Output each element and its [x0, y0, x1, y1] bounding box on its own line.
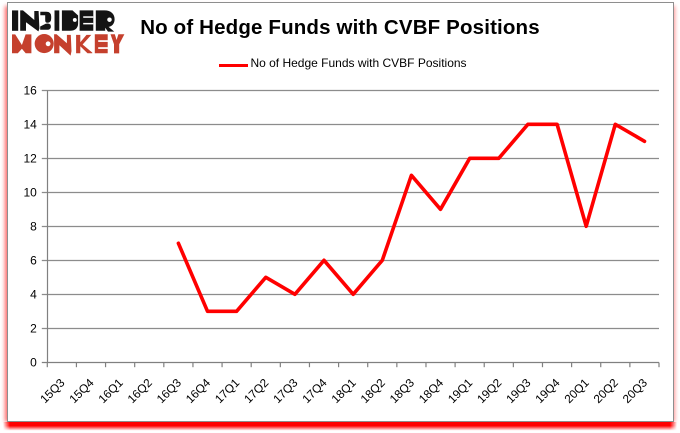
- svg-text:16Q3: 16Q3: [154, 375, 185, 406]
- svg-text:17Q1: 17Q1: [212, 376, 242, 406]
- svg-text:15Q3: 15Q3: [37, 375, 68, 406]
- svg-text:20Q2: 20Q2: [591, 376, 621, 406]
- svg-text:4: 4: [30, 288, 37, 302]
- svg-text:10: 10: [23, 186, 37, 200]
- svg-text:16Q2: 16Q2: [125, 376, 155, 406]
- svg-text:0: 0: [30, 356, 37, 370]
- svg-text:18Q2: 18Q2: [358, 376, 388, 406]
- svg-text:19Q3: 19Q3: [503, 375, 534, 406]
- svg-text:17Q3: 17Q3: [270, 375, 301, 406]
- svg-text:14: 14: [23, 118, 37, 132]
- svg-text:18Q1: 18Q1: [328, 376, 358, 406]
- svg-text:6: 6: [30, 254, 37, 268]
- svg-text:15Q4: 15Q4: [66, 375, 97, 406]
- svg-text:17Q4: 17Q4: [299, 375, 330, 406]
- svg-text:19Q1: 19Q1: [445, 376, 475, 406]
- svg-text:18Q4: 18Q4: [416, 375, 447, 406]
- svg-text:18Q3: 18Q3: [387, 375, 418, 406]
- svg-text:16Q4: 16Q4: [183, 375, 214, 406]
- svg-text:16Q1: 16Q1: [95, 376, 125, 406]
- svg-text:2: 2: [30, 322, 37, 336]
- svg-text:19Q2: 19Q2: [474, 376, 504, 406]
- svg-text:17Q2: 17Q2: [241, 376, 271, 406]
- svg-text:19Q4: 19Q4: [532, 375, 563, 406]
- svg-text:20Q3: 20Q3: [620, 375, 651, 406]
- svg-text:8: 8: [30, 220, 37, 234]
- svg-text:20Q1: 20Q1: [561, 376, 591, 406]
- svg-text:12: 12: [23, 152, 37, 166]
- svg-text:16: 16: [23, 84, 37, 98]
